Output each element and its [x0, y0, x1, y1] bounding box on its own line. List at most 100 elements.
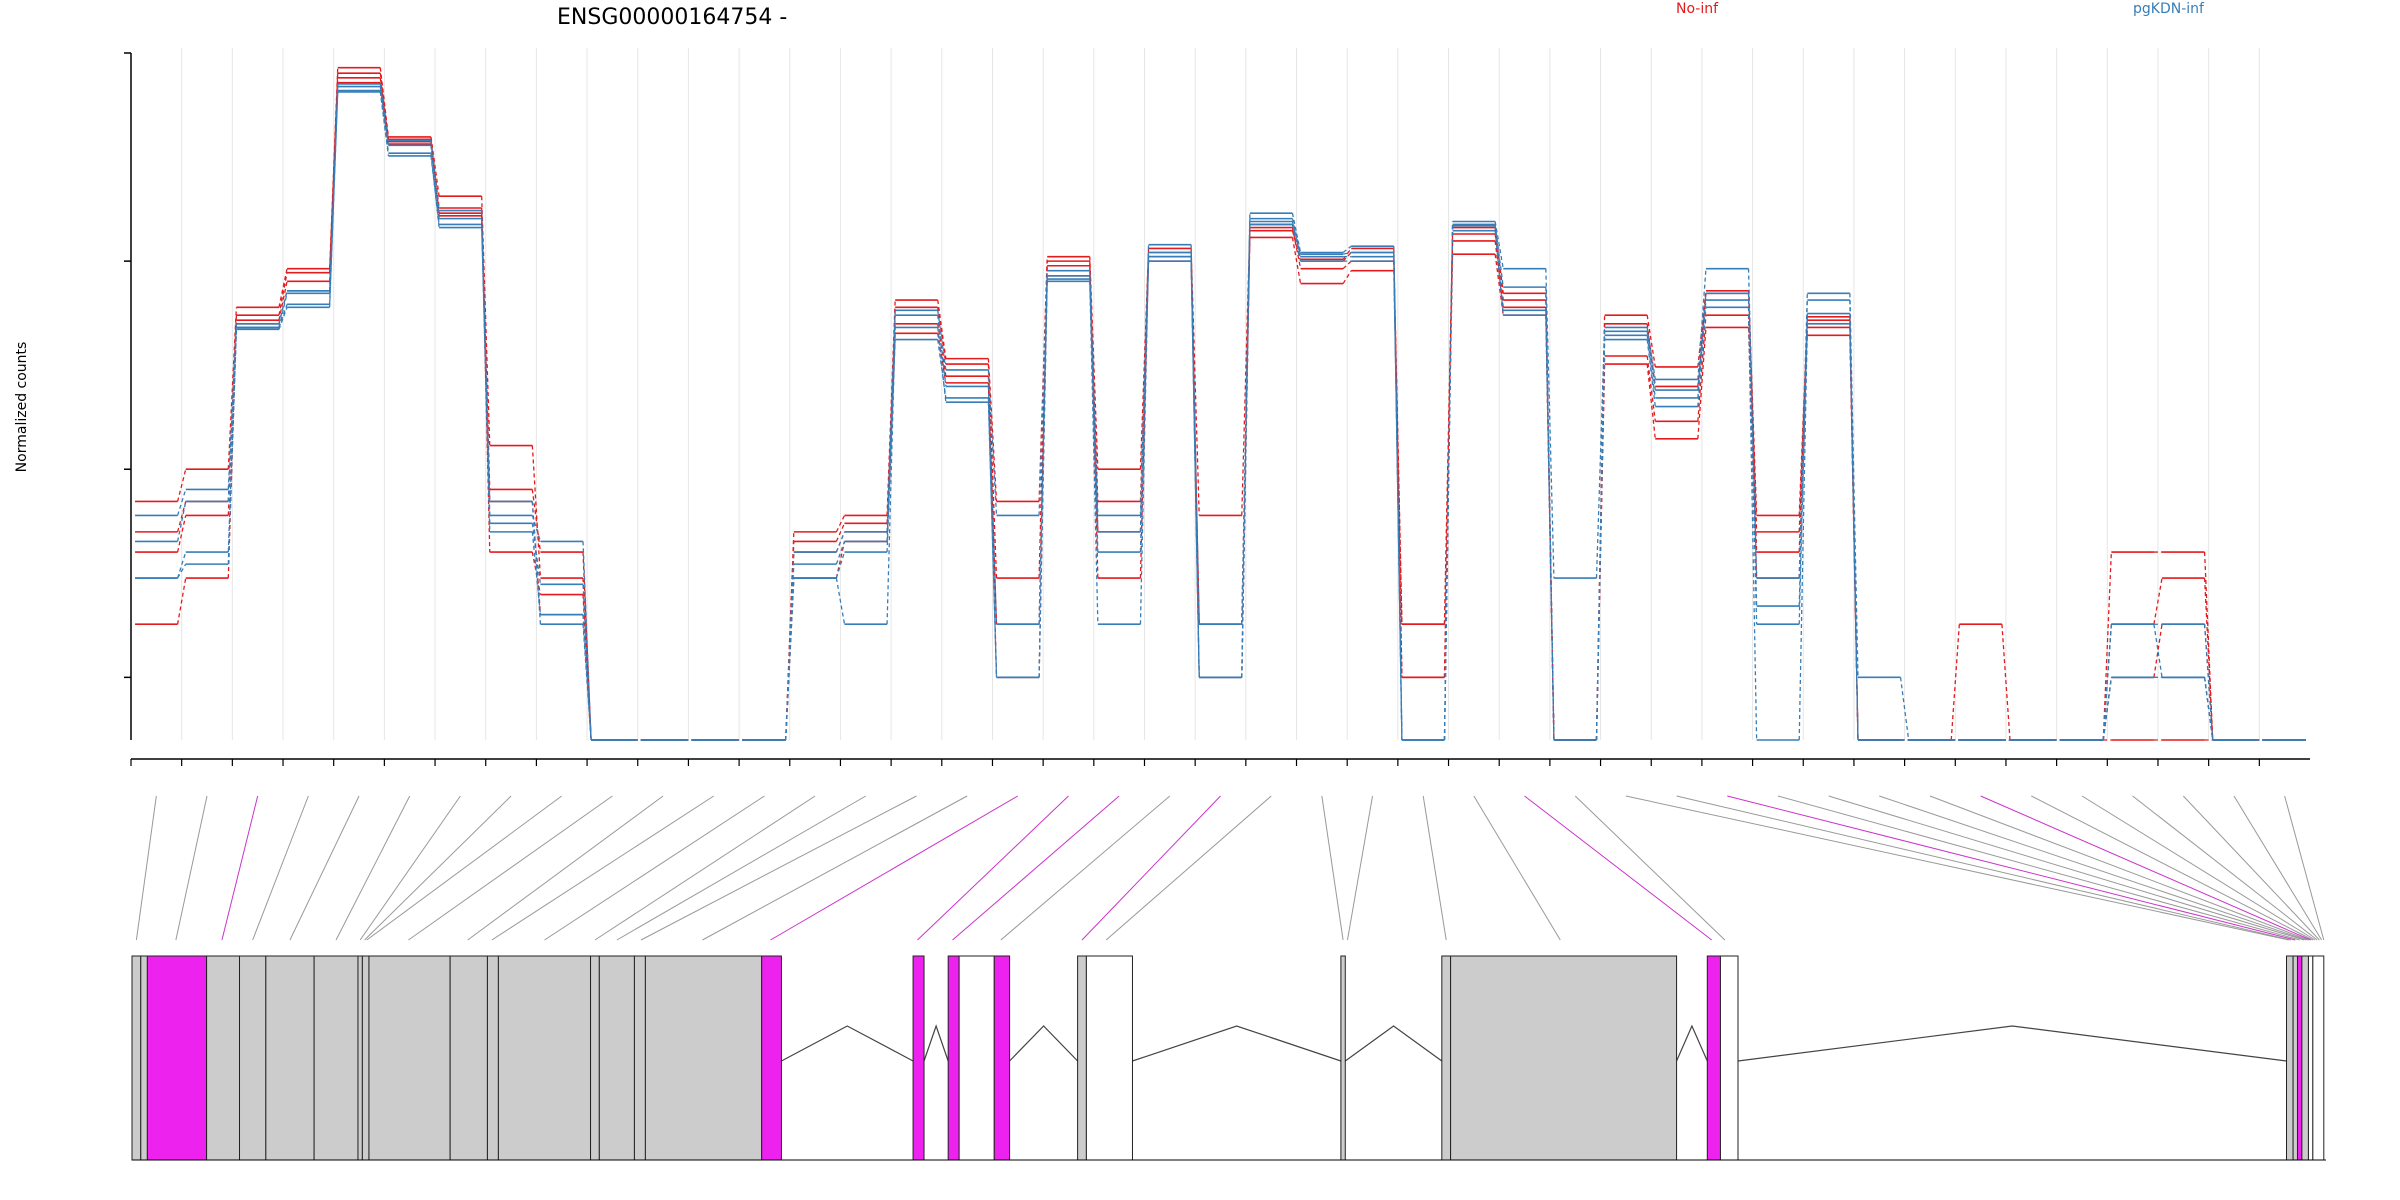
exon-connector — [640, 795, 917, 941]
exon-box — [1441, 955, 1452, 1161]
exon-box — [598, 955, 635, 1161]
series-segment — [1342, 245, 1352, 254]
legend-label-no-inf: No-inf — [1676, 1, 1719, 17]
exon-connector — [1524, 795, 1712, 941]
series-segment — [1646, 335, 1656, 399]
exon-connector — [221, 795, 259, 941]
x-axis — [130, 758, 2310, 766]
exon-connector — [1980, 795, 2311, 941]
series-segment — [1950, 624, 1960, 741]
exon-box — [497, 955, 592, 1161]
series-segment — [2153, 624, 2163, 678]
exon-connector — [335, 795, 411, 941]
exon-box — [486, 955, 499, 1161]
exon-box — [357, 955, 363, 1161]
exon-connectors — [135, 795, 2325, 941]
exon-box — [1340, 955, 1346, 1161]
series-segment — [1139, 256, 1150, 625]
series-segment — [2203, 552, 2214, 741]
intron-line — [781, 1025, 914, 1062]
exon-connector — [2182, 795, 2320, 941]
exon-box — [2292, 955, 2298, 1161]
series-segment — [1393, 261, 1403, 741]
series-segment — [1038, 261, 1048, 579]
exon-box — [313, 955, 359, 1161]
series-segment — [1545, 268, 1555, 579]
series-segment — [1291, 237, 1302, 284]
series-segment — [937, 307, 947, 365]
series-segment — [2203, 624, 2214, 741]
exon-connector — [289, 795, 360, 941]
series-segment — [835, 515, 846, 533]
series-segment — [176, 489, 187, 516]
series-segment — [2102, 552, 2113, 741]
series-segment — [582, 541, 592, 741]
series-segment — [937, 327, 947, 403]
series-3 — [135, 81, 2306, 741]
exon-connector — [1105, 795, 1272, 941]
series-segment — [937, 299, 947, 359]
series-segment — [937, 339, 947, 399]
series-segment — [176, 515, 187, 553]
exon-connector — [467, 795, 664, 941]
series-segment — [1646, 327, 1656, 380]
series-segment — [176, 501, 187, 533]
series-segment — [1291, 218, 1302, 255]
exon-connector — [1000, 795, 1171, 941]
series-segment — [835, 577, 846, 625]
series-segment — [177, 563, 187, 579]
exon-box — [2296, 955, 2303, 1161]
series-segment — [1291, 230, 1302, 262]
exon-box — [912, 955, 925, 1161]
exon-box — [140, 955, 148, 1161]
series-segment — [1646, 331, 1656, 391]
exon-box — [590, 955, 600, 1161]
series-segment — [227, 327, 238, 502]
legend-label-pgkdn-inf: pgKDN-inf — [2133, 1, 2205, 17]
exon-connector — [2284, 795, 2325, 941]
exon-box — [1719, 955, 1739, 1161]
series-segment — [987, 386, 998, 625]
series-segment — [2102, 677, 2113, 741]
series-segment — [430, 144, 440, 216]
series-segment — [227, 307, 238, 470]
exon-box — [993, 955, 1011, 1161]
series-segment — [1849, 323, 1859, 741]
series-segment — [430, 153, 440, 228]
series-segment — [785, 578, 795, 741]
series-segment — [835, 523, 846, 542]
series-segment — [937, 315, 947, 387]
series-segment — [1038, 279, 1048, 678]
exon-connector — [952, 795, 1120, 941]
series-segment — [1747, 268, 1758, 579]
series-segment — [176, 469, 187, 502]
series-segment — [886, 310, 896, 532]
series-segment — [278, 307, 288, 330]
exon-connector — [1473, 795, 1561, 941]
series-segment — [1494, 221, 1504, 269]
exon-connector — [1929, 795, 2309, 941]
series-2 — [135, 77, 2306, 741]
exon-box — [131, 955, 142, 1161]
intron-line — [1009, 1025, 1079, 1062]
series-4 — [135, 83, 2306, 741]
exon-connector — [359, 795, 461, 941]
series-segment — [1089, 279, 1099, 532]
plot-area — [135, 66, 2306, 741]
exon-connector — [1321, 795, 1344, 941]
exon-box — [449, 955, 488, 1161]
series-segment — [987, 369, 998, 516]
series-segment — [1342, 260, 1352, 270]
series-segment — [937, 310, 947, 371]
series-segment — [176, 577, 187, 625]
intron-line — [1737, 1025, 2287, 1062]
series-0 — [135, 66, 2306, 741]
series-segment — [2203, 677, 2214, 741]
series-segment — [430, 155, 440, 225]
series-segment — [1241, 213, 1251, 625]
series-segment — [1241, 224, 1251, 678]
exon-connector — [491, 795, 715, 941]
exon-connector — [1828, 795, 2305, 941]
series-segment — [1595, 339, 1606, 741]
